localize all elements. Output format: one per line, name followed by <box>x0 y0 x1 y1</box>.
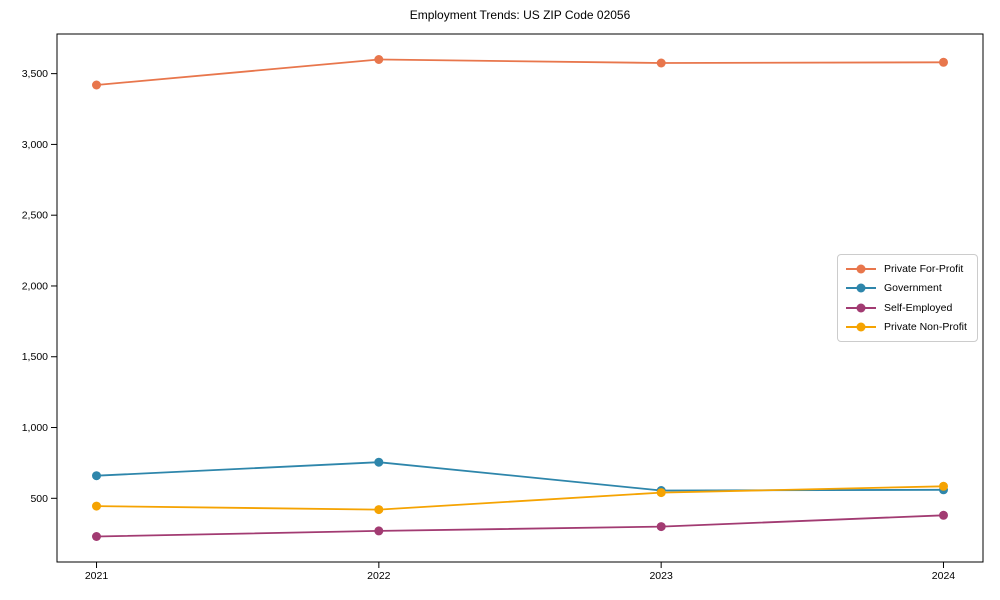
legend-item-private-non-profit: Private Non-Profit <box>846 318 969 338</box>
legend-label: Private For-Profit <box>884 262 964 275</box>
data-point-private-for-profit <box>656 58 666 68</box>
data-point-private-non-profit <box>656 488 666 498</box>
legend-item-private-for-profit: Private For-Profit <box>846 259 969 279</box>
legend-item-self-employed: Self-Employed <box>846 298 969 318</box>
plot-frame <box>56 33 984 563</box>
legend-label: Self-Employed <box>884 301 953 314</box>
chart-title: Employment Trends: US ZIP Code 02056 <box>409 8 631 22</box>
y-tick-label: 2,500 <box>22 210 48 222</box>
data-point-self-employed <box>656 522 666 532</box>
data-point-government <box>92 471 101 481</box>
x-tick-label: 2024 <box>932 570 956 582</box>
series-line-government <box>96 461 944 492</box>
data-point-self-employed <box>374 526 384 536</box>
x-tick-label: 2023 <box>649 570 673 582</box>
data-point-self-employed <box>939 510 948 520</box>
legend: Private For-Profit Government Self-Employe… <box>837 254 978 342</box>
legend-item-government: Government <box>846 279 969 299</box>
y-tick-label: 3,500 <box>22 68 48 80</box>
y-tick-label: 1,500 <box>22 351 48 363</box>
data-point-self-employed <box>92 532 101 541</box>
legend-marker-icon <box>846 283 876 293</box>
data-point-private-for-profit <box>92 80 101 90</box>
series-line-private-non-profit <box>96 485 944 511</box>
x-tick-label: 2021 <box>85 570 109 582</box>
legend-marker-icon <box>846 322 876 332</box>
data-point-private-for-profit <box>374 55 384 64</box>
data-point-private-for-profit <box>939 57 948 67</box>
data-point-private-non-profit <box>374 505 384 515</box>
x-tick-label: 2022 <box>367 570 391 582</box>
data-point-private-non-profit <box>939 481 948 491</box>
legend-label: Private Non-Profit <box>884 321 967 334</box>
legend-marker-icon <box>846 264 876 274</box>
series-line-private-for-profit <box>96 58 944 86</box>
legend-marker-icon <box>846 303 876 313</box>
y-tick-label: 3,000 <box>22 139 48 151</box>
y-tick-label: 500 <box>30 493 48 505</box>
data-point-private-non-profit <box>92 501 101 511</box>
y-tick-label: 1,000 <box>22 422 48 434</box>
y-tick-label: 2,000 <box>22 280 48 292</box>
data-point-government <box>374 457 384 467</box>
legend-label: Government <box>884 282 942 295</box>
series-line-self-employed <box>96 514 944 538</box>
